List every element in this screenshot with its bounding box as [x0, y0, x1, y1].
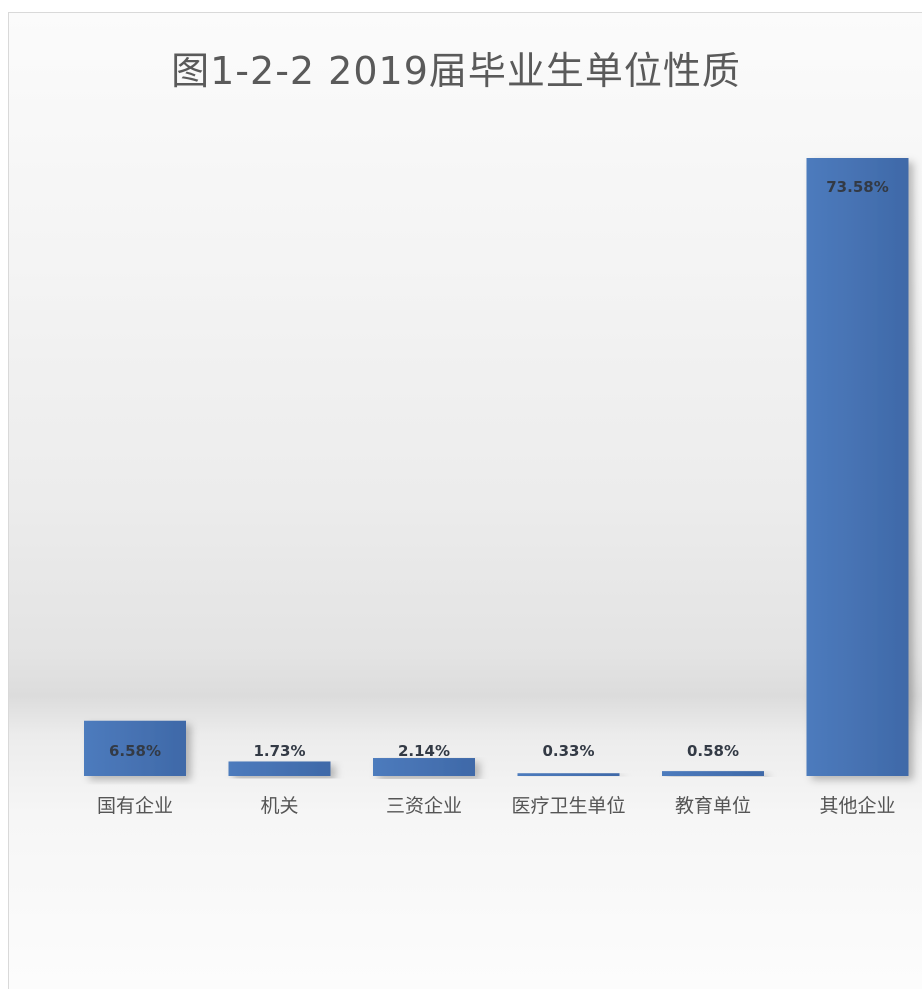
value-label-5: 73.58%	[826, 178, 888, 196]
bar-1	[228, 761, 331, 776]
category-label-4: 教育单位	[675, 795, 751, 817]
category-label-1: 机关	[260, 795, 298, 817]
bar-3	[517, 773, 620, 776]
bar-2	[373, 758, 475, 776]
category-label-2: 三资企业	[386, 795, 462, 817]
chart-background	[8, 12, 922, 989]
value-label-1: 1.73%	[253, 742, 305, 760]
bar-5	[806, 158, 909, 776]
value-label-4: 0.58%	[687, 742, 739, 760]
bar-0	[84, 720, 186, 776]
category-label-5: 其他企业	[819, 795, 895, 817]
chart-title: 图1-2-2 2019届毕业生单位性质	[171, 49, 741, 93]
bar-4	[662, 771, 764, 776]
value-label-0: 6.58%	[109, 742, 161, 760]
value-label-2: 2.14%	[398, 742, 450, 760]
value-label-3: 0.33%	[542, 742, 594, 760]
category-label-0: 国有企业	[97, 795, 173, 817]
category-label-3: 医疗卫生单位	[511, 795, 625, 817]
